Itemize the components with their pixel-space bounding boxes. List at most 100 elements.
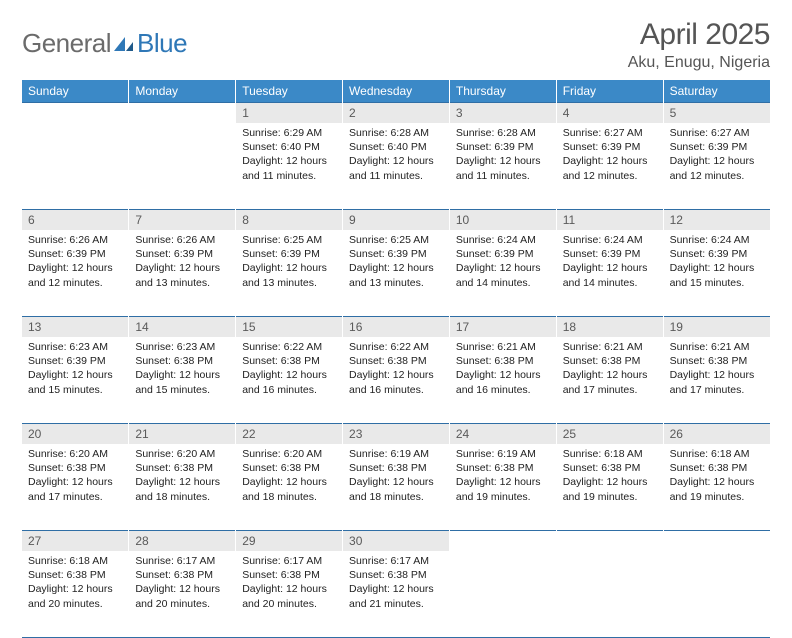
day-data: Sunrise: 6:21 AMSunset: 6:38 PMDaylight:… — [664, 337, 770, 405]
daylight-text: Daylight: 12 hours and 11 minutes. — [242, 154, 336, 182]
day-number: 14 — [129, 316, 235, 337]
day-data: Sunrise: 6:23 AMSunset: 6:39 PMDaylight:… — [22, 337, 128, 405]
daylight-text: Daylight: 12 hours and 11 minutes. — [349, 154, 443, 182]
day-data-row: Sunrise: 6:20 AMSunset: 6:38 PMDaylight:… — [22, 444, 770, 530]
daylight-text: Daylight: 12 hours and 14 minutes. — [563, 261, 657, 289]
day-data: Sunrise: 6:26 AMSunset: 6:39 PMDaylight:… — [22, 230, 128, 298]
day-number-cell: 27 — [22, 530, 129, 551]
sunrise-text: Sunrise: 6:20 AM — [135, 447, 229, 461]
daylight-text: Daylight: 12 hours and 18 minutes. — [349, 475, 443, 503]
sunrise-text: Sunrise: 6:27 AM — [670, 126, 764, 140]
daylight-text: Daylight: 12 hours and 17 minutes. — [670, 368, 764, 396]
day-number-cell — [556, 530, 663, 551]
daylight-text: Daylight: 12 hours and 21 minutes. — [349, 582, 443, 610]
sunrise-text: Sunrise: 6:19 AM — [456, 447, 550, 461]
sunrise-text: Sunrise: 6:23 AM — [135, 340, 229, 354]
sunset-text: Sunset: 6:39 PM — [135, 247, 229, 261]
day-data-cell: Sunrise: 6:27 AMSunset: 6:39 PMDaylight:… — [663, 123, 770, 209]
sunrise-text: Sunrise: 6:24 AM — [456, 233, 550, 247]
sunset-text: Sunset: 6:38 PM — [28, 461, 122, 475]
weekday-header: Friday — [556, 80, 663, 102]
day-data: Sunrise: 6:19 AMSunset: 6:38 PMDaylight:… — [450, 444, 556, 512]
daylight-text: Daylight: 12 hours and 16 minutes. — [242, 368, 336, 396]
header: General Blue April 2025 Aku, Enugu, Nige… — [22, 18, 770, 72]
day-data-cell: Sunrise: 6:17 AMSunset: 6:38 PMDaylight:… — [236, 551, 343, 637]
daylight-text: Daylight: 12 hours and 15 minutes. — [670, 261, 764, 289]
day-number-cell: 15 — [236, 316, 343, 337]
day-data: Sunrise: 6:23 AMSunset: 6:38 PMDaylight:… — [129, 337, 235, 405]
weekday-header: Wednesday — [343, 80, 450, 102]
day-data-cell: Sunrise: 6:29 AMSunset: 6:40 PMDaylight:… — [236, 123, 343, 209]
day-number: 28 — [129, 530, 235, 551]
sunrise-text: Sunrise: 6:26 AM — [135, 233, 229, 247]
sunrise-text: Sunrise: 6:25 AM — [242, 233, 336, 247]
daylight-text: Daylight: 12 hours and 19 minutes. — [563, 475, 657, 503]
day-data: Sunrise: 6:17 AMSunset: 6:38 PMDaylight:… — [236, 551, 342, 619]
day-number-cell: 2 — [343, 102, 450, 123]
sunset-text: Sunset: 6:39 PM — [670, 140, 764, 154]
daylight-text: Daylight: 12 hours and 18 minutes. — [242, 475, 336, 503]
day-number-cell: 6 — [22, 209, 129, 230]
day-number: 17 — [450, 316, 556, 337]
day-data-cell: Sunrise: 6:28 AMSunset: 6:40 PMDaylight:… — [343, 123, 450, 209]
day-number — [450, 530, 556, 551]
day-number: 13 — [22, 316, 128, 337]
sunrise-text: Sunrise: 6:23 AM — [28, 340, 122, 354]
day-number: 7 — [129, 209, 235, 230]
day-number-cell: 11 — [556, 209, 663, 230]
day-data-cell: Sunrise: 6:28 AMSunset: 6:39 PMDaylight:… — [449, 123, 556, 209]
day-data: Sunrise: 6:24 AMSunset: 6:39 PMDaylight:… — [664, 230, 770, 298]
sunrise-text: Sunrise: 6:22 AM — [349, 340, 443, 354]
day-data-cell: Sunrise: 6:21 AMSunset: 6:38 PMDaylight:… — [449, 337, 556, 423]
day-number-cell: 26 — [663, 423, 770, 444]
weekday-header: Tuesday — [236, 80, 343, 102]
day-data-cell: Sunrise: 6:19 AMSunset: 6:38 PMDaylight:… — [343, 444, 450, 530]
day-number-cell — [129, 102, 236, 123]
sunrise-text: Sunrise: 6:17 AM — [135, 554, 229, 568]
day-data-cell: Sunrise: 6:17 AMSunset: 6:38 PMDaylight:… — [343, 551, 450, 637]
day-data-cell: Sunrise: 6:19 AMSunset: 6:38 PMDaylight:… — [449, 444, 556, 530]
day-data: Sunrise: 6:24 AMSunset: 6:39 PMDaylight:… — [557, 230, 663, 298]
day-number-cell: 5 — [663, 102, 770, 123]
day-number: 6 — [22, 209, 128, 230]
day-data-cell: Sunrise: 6:24 AMSunset: 6:39 PMDaylight:… — [449, 230, 556, 316]
sunset-text: Sunset: 6:38 PM — [135, 354, 229, 368]
day-number: 18 — [557, 316, 663, 337]
day-data: Sunrise: 6:28 AMSunset: 6:40 PMDaylight:… — [343, 123, 449, 191]
sunset-text: Sunset: 6:39 PM — [456, 140, 550, 154]
day-data: Sunrise: 6:27 AMSunset: 6:39 PMDaylight:… — [664, 123, 770, 191]
sunset-text: Sunset: 6:39 PM — [670, 247, 764, 261]
day-data-row: Sunrise: 6:26 AMSunset: 6:39 PMDaylight:… — [22, 230, 770, 316]
day-number: 26 — [664, 423, 770, 444]
day-number-cell: 16 — [343, 316, 450, 337]
day-number-cell: 13 — [22, 316, 129, 337]
day-number — [664, 530, 770, 551]
day-data-cell: Sunrise: 6:23 AMSunset: 6:39 PMDaylight:… — [22, 337, 129, 423]
day-number-cell: 29 — [236, 530, 343, 551]
day-number: 3 — [450, 102, 556, 123]
day-number: 1 — [236, 102, 342, 123]
day-data-cell — [663, 551, 770, 637]
sunset-text: Sunset: 6:38 PM — [456, 461, 550, 475]
daylight-text: Daylight: 12 hours and 19 minutes. — [456, 475, 550, 503]
day-number-cell: 30 — [343, 530, 450, 551]
day-number: 23 — [343, 423, 449, 444]
daylight-text: Daylight: 12 hours and 15 minutes. — [135, 368, 229, 396]
sunset-text: Sunset: 6:38 PM — [135, 461, 229, 475]
day-data-cell: Sunrise: 6:26 AMSunset: 6:39 PMDaylight:… — [22, 230, 129, 316]
day-data-cell: Sunrise: 6:20 AMSunset: 6:38 PMDaylight:… — [22, 444, 129, 530]
brand-part2: Blue — [137, 28, 187, 59]
sunset-text: Sunset: 6:38 PM — [349, 354, 443, 368]
daylight-text: Daylight: 12 hours and 17 minutes. — [28, 475, 122, 503]
sunrise-text: Sunrise: 6:22 AM — [242, 340, 336, 354]
daylight-text: Daylight: 12 hours and 19 minutes. — [670, 475, 764, 503]
calendar-table: Sunday Monday Tuesday Wednesday Thursday… — [22, 80, 770, 638]
sunset-text: Sunset: 6:38 PM — [670, 461, 764, 475]
day-number: 29 — [236, 530, 342, 551]
day-data: Sunrise: 6:17 AMSunset: 6:38 PMDaylight:… — [343, 551, 449, 619]
sunrise-text: Sunrise: 6:19 AM — [349, 447, 443, 461]
day-number — [557, 530, 663, 551]
day-number-cell — [449, 530, 556, 551]
weekday-header: Sunday — [22, 80, 129, 102]
daylight-text: Daylight: 12 hours and 12 minutes. — [28, 261, 122, 289]
